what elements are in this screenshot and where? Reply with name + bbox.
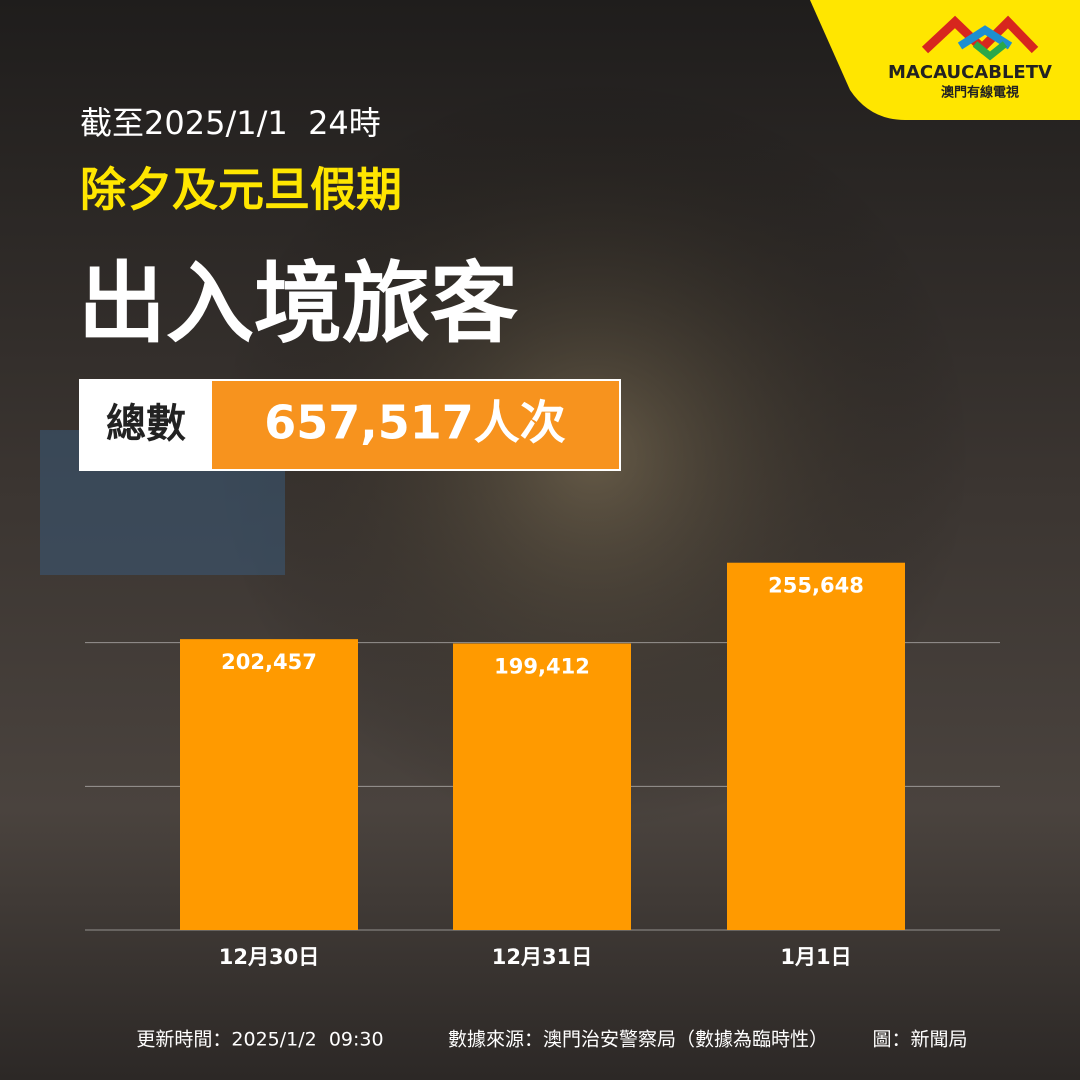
logo-subtitle: 澳門有線電視 [941,85,1019,101]
bar [727,562,905,930]
total-label: 總數 [106,401,186,447]
subtitle: 截至2025/1/1 24時 [80,104,381,142]
total-value: 657,517人次 [264,396,566,450]
chart-title: 出入境旅客 [78,252,518,355]
total-value-box [212,381,619,469]
footer-credit: 圖：新聞局 [872,1029,967,1051]
x-tick-label: 12月31日 [492,945,592,969]
logo-mark [957,25,1013,50]
total-box [79,379,621,471]
bar [180,639,358,930]
value-label: 255,648 [768,574,864,598]
value-label: 202,457 [221,650,317,674]
value-label: 199,412 [494,655,590,679]
logo-mark [972,41,1008,61]
plot-area: 202,457 12月30日 199,412 12月31日 255,648 1月1日 [85,562,1000,969]
footer-updated: 更新時間：2025/1/2 09:30 [136,1029,383,1051]
total-label-box [81,381,212,469]
logo-name: MACAUCABLETV [888,62,1052,83]
bar [453,643,631,930]
kicker: 除夕及元旦假期 [80,163,402,217]
x-tick-label: 1月1日 [780,945,851,969]
footer-source: 數據來源：澳門治安警察局（數據為臨時性） [448,1029,828,1051]
x-tick-label: 12月30日 [219,945,319,969]
